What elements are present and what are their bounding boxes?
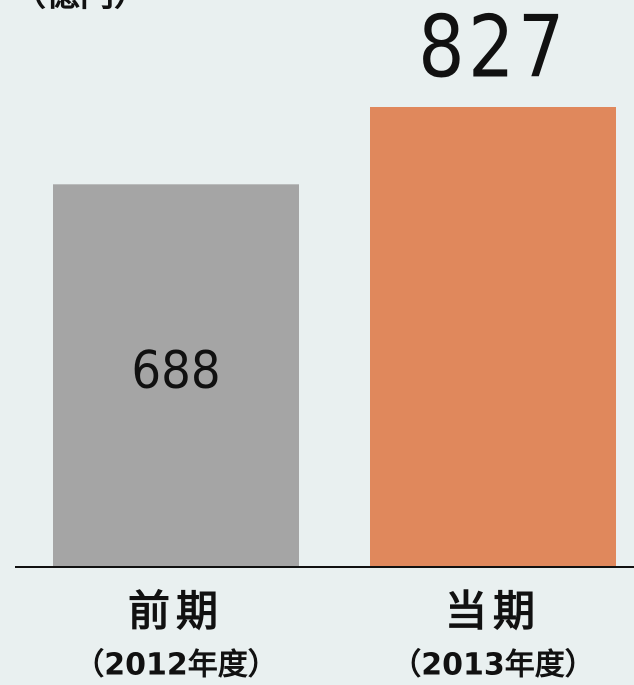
category-label: 当期 [445, 587, 541, 636]
period-label: （2012年度） [74, 648, 278, 683]
period-label: （2013年度） [391, 648, 595, 683]
bar [370, 107, 616, 567]
category-label: 前期 [128, 587, 224, 636]
unit-label: （億円） [12, 0, 148, 15]
bar [53, 184, 299, 567]
value-label: 688 [131, 339, 220, 400]
value-label: 827 [418, 0, 568, 97]
